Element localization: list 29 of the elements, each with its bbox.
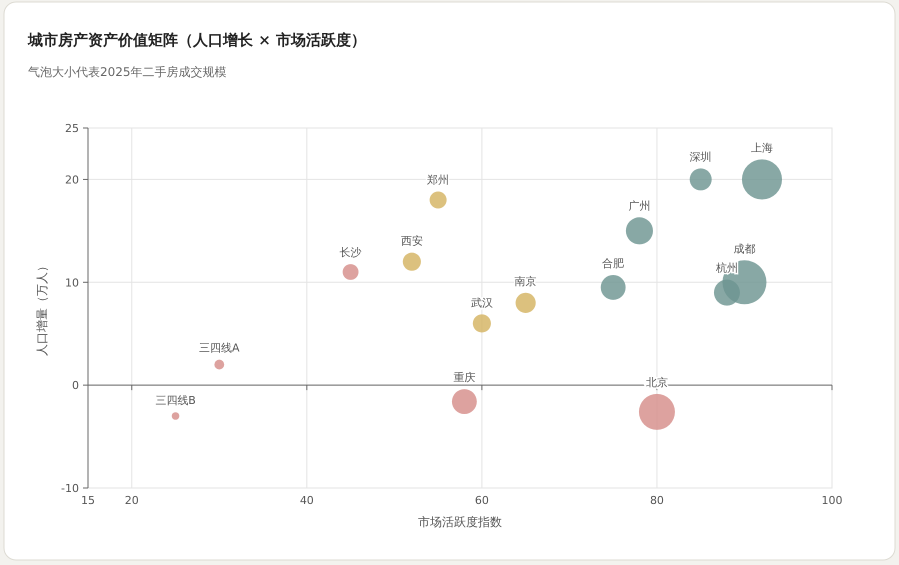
x-tick-label: 20: [124, 494, 139, 507]
annotation: 三四线A: [199, 342, 240, 355]
x-axis-title: 市场活跃度指数: [418, 515, 502, 529]
x-tick-label: 100: [822, 494, 842, 507]
annotation: 成都: [733, 242, 756, 256]
y-tick-label: 20: [65, 173, 79, 186]
annotation: 三四线B: [155, 394, 196, 408]
y-tick-label: 25: [65, 122, 79, 135]
x-tick-label: 15: [81, 494, 95, 507]
y-tick-label: -10: [61, 482, 79, 495]
chart-title: 城市房产资产价值矩阵（人口增长 × 市场活跃度）: [27, 31, 366, 49]
annotation: 深圳: [690, 150, 712, 164]
y-tick-label: 0: [72, 379, 79, 392]
x-tick-label: 60: [474, 494, 489, 507]
chart-subtitle: 气泡大小代表2025年二手房成交规模: [28, 65, 227, 79]
y-tick-label: 10: [65, 276, 79, 290]
annotation: 西安: [400, 234, 423, 248]
x-tick-label: 40: [300, 494, 314, 507]
annotation: 武汉: [470, 296, 493, 310]
annotation: 合肥: [602, 256, 624, 270]
annotation: 长沙: [340, 246, 362, 260]
x-tick-label: 80: [650, 494, 664, 507]
y-axis-title: 人口增量（万人）: [35, 260, 49, 356]
annotation: 郑州: [427, 173, 450, 186]
annotation: 南京: [514, 274, 537, 288]
annotation: 广州: [628, 199, 650, 212]
annotation: 重庆: [453, 371, 476, 384]
annotation: 上海: [750, 141, 773, 154]
annotation: 杭州: [714, 262, 738, 275]
